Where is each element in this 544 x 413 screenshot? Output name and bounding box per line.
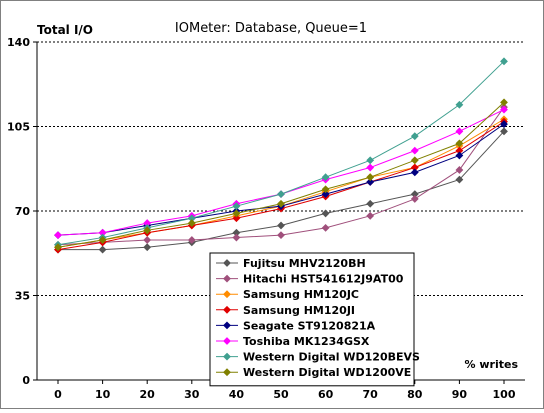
series-6	[54, 57, 508, 249]
legend-entry: Samsung HM120JI	[216, 304, 355, 317]
data-point	[321, 185, 330, 194]
data-point	[500, 57, 508, 66]
legend-box	[209, 252, 415, 387]
data-point	[277, 221, 285, 230]
legend-swatch-marker	[223, 274, 231, 283]
legend-entry: Western Digital WD1200VE	[216, 366, 411, 379]
legend-swatch-marker	[223, 352, 231, 361]
x-tick-label: 50	[273, 388, 289, 401]
data-point	[366, 199, 375, 208]
data-point	[455, 139, 464, 148]
series-line	[57, 60, 505, 246]
y-tick-label: 35	[15, 290, 30, 303]
data-point	[232, 202, 241, 211]
legend-label: Western Digital WD120BEVS	[243, 351, 420, 364]
axes: 0 35 70 105 140 0 10 20 30 40 50 60 70 80 90 100	[7, 36, 525, 401]
legend-entry: Samsung HM120JC	[216, 288, 359, 301]
legend-label: Samsung HM120JI	[243, 304, 355, 317]
legend-label: Samsung HM120JC	[243, 288, 359, 301]
data-point	[366, 156, 375, 165]
data-point	[54, 243, 62, 252]
data-point	[500, 127, 508, 136]
legend-swatch-marker	[223, 321, 231, 330]
data-point	[410, 132, 419, 141]
data-point	[455, 151, 464, 160]
data-point	[410, 195, 419, 203]
series-4	[54, 120, 508, 240]
series-line	[57, 109, 505, 236]
data-point	[232, 214, 241, 223]
data-point	[500, 105, 508, 114]
legend-label: Fujitsu MHV2120BH	[243, 257, 366, 270]
x-tick-label: 90	[452, 388, 468, 401]
x-tick-label: 0	[54, 388, 62, 401]
chart-title: IOMeter: Database, Queue=1	[175, 21, 367, 36]
data-point	[455, 127, 464, 136]
data-point	[455, 100, 464, 109]
y-axis-label: Total I/O	[37, 23, 93, 37]
legend-swatch-marker	[223, 337, 231, 345]
data-point	[54, 231, 62, 240]
legend-label: Seagate ST9120821A	[243, 319, 376, 332]
x-tick-label: 60	[318, 388, 334, 401]
data-point	[98, 236, 107, 244]
x-tick-label: 100	[493, 388, 516, 401]
series-lines	[54, 57, 508, 254]
data-point	[187, 236, 196, 244]
legend-label: Western Digital WD1200VE	[243, 366, 411, 379]
data-point	[232, 233, 241, 242]
legend-entry: Toshiba MK1234GSX	[216, 335, 370, 348]
data-point	[410, 146, 419, 155]
x-tick-label: 80	[407, 388, 423, 401]
data-point	[321, 223, 330, 232]
data-point	[321, 173, 330, 182]
x-tick-label: 10	[95, 388, 111, 401]
y-tick-label: 105	[7, 121, 30, 134]
legend-swatch-marker	[223, 305, 231, 314]
legend-label: Hitachi HST541612J9AT00	[243, 273, 404, 286]
data-point	[366, 211, 375, 220]
data-point	[455, 166, 464, 174]
data-point	[277, 190, 285, 199]
legend-swatch-marker	[223, 259, 231, 267]
legend-swatch-marker	[223, 290, 231, 299]
data-point	[410, 168, 419, 177]
x-tick-label: 20	[140, 388, 156, 401]
data-point	[366, 163, 375, 172]
data-point	[143, 226, 152, 235]
x-tick-label: 70	[363, 388, 379, 401]
y-tick-label: 0	[22, 374, 30, 387]
data-point	[98, 245, 107, 254]
data-point	[500, 98, 508, 107]
data-point	[277, 231, 285, 240]
series-7	[54, 98, 508, 252]
data-point	[500, 120, 508, 128]
legend-label: Toshiba MK1234GSX	[243, 335, 370, 348]
data-point	[321, 209, 330, 218]
data-point	[143, 236, 152, 244]
data-point	[187, 219, 196, 227]
data-point	[366, 173, 375, 182]
legend: Fujitsu MHV2120BH Hitachi HST541612J9AT00…	[209, 252, 420, 387]
x-axis-label: % writes	[465, 358, 519, 371]
y-tick-label: 70	[15, 205, 31, 218]
data-point	[232, 209, 241, 218]
x-tick-label: 40	[229, 388, 245, 401]
legend-entry: Hitachi HST541612J9AT00	[216, 273, 404, 286]
legend-entry: Seagate ST9120821A	[216, 319, 376, 332]
legend-entry: Western Digital WD120BEVS	[216, 351, 420, 364]
data-point	[321, 190, 330, 199]
y-tick-label: 140	[7, 36, 30, 49]
data-point	[455, 175, 464, 184]
x-tick-label: 30	[184, 388, 200, 401]
data-point	[410, 156, 419, 165]
legend-entry: Fujitsu MHV2120BH	[216, 257, 366, 270]
data-point	[277, 199, 285, 208]
data-point	[143, 243, 152, 252]
legend-swatch-marker	[223, 368, 231, 377]
data-point	[366, 178, 375, 186]
